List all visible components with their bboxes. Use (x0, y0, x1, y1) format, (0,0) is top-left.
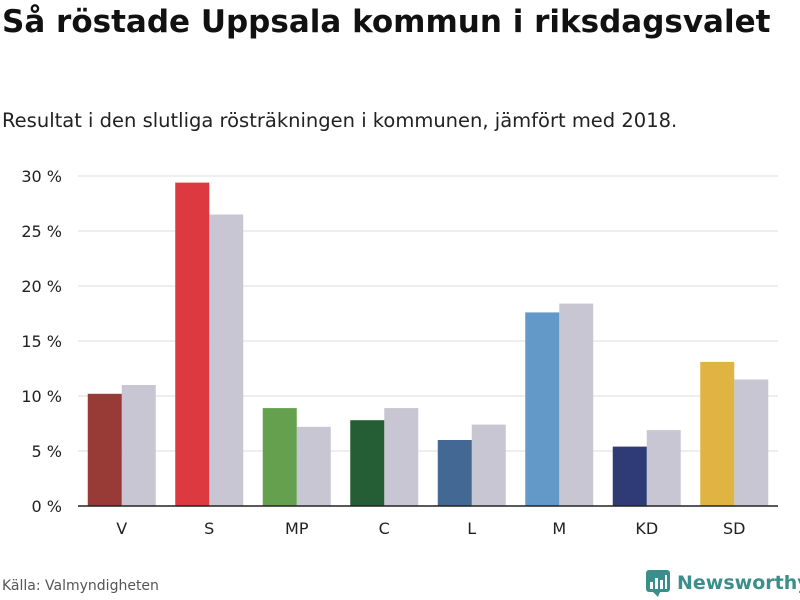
bar-2022-m (525, 312, 560, 506)
y-tick-label: 20 % (21, 277, 62, 296)
bar-2022-sd (700, 361, 735, 506)
y-tick-label: 5 % (32, 442, 62, 461)
bar-2022-s (175, 182, 210, 506)
bar-2022-c (350, 420, 385, 506)
y-tick-label: 0 % (32, 497, 62, 516)
bar-2022-v (87, 393, 122, 506)
bar-2022-mp (262, 408, 297, 506)
x-tick-label: L (467, 519, 476, 538)
bar-2018-m (559, 303, 594, 506)
y-tick-label: 15 % (21, 332, 62, 351)
bar-2018-c (384, 408, 419, 506)
newsworthy-logo-icon (646, 570, 670, 597)
x-tick-label: SD (723, 519, 745, 538)
x-tick-label: MP (285, 519, 309, 538)
bar-2018-s (209, 214, 244, 506)
bar-2018-sd (734, 379, 769, 506)
source-note: Källa: Valmyndigheten (2, 578, 159, 594)
x-tick-label: KD (635, 519, 658, 538)
brand-logo: Newsworthy (645, 568, 800, 598)
bar-2022-kd (612, 446, 647, 506)
x-tick-label: M (552, 519, 566, 538)
x-tick-label: V (116, 519, 127, 538)
y-tick-label: 30 % (21, 167, 62, 186)
chart-title: Så röstade Uppsala kommun i riksdagsvale… (2, 4, 771, 40)
brand-name: Newsworthy (677, 572, 800, 594)
bar-2018-mp (296, 426, 331, 506)
bar-2018-v (121, 385, 156, 506)
chart-subtitle: Resultat i den slutliga rösträkningen i … (2, 109, 678, 132)
x-tick-label: C (379, 519, 390, 538)
y-tick-label: 25 % (21, 222, 62, 241)
bar-2018-l (471, 424, 506, 506)
bar-2022-l (437, 440, 472, 506)
y-tick-label: 10 % (21, 387, 62, 406)
bar-2018-kd (646, 430, 681, 506)
x-tick-label: S (204, 519, 214, 538)
